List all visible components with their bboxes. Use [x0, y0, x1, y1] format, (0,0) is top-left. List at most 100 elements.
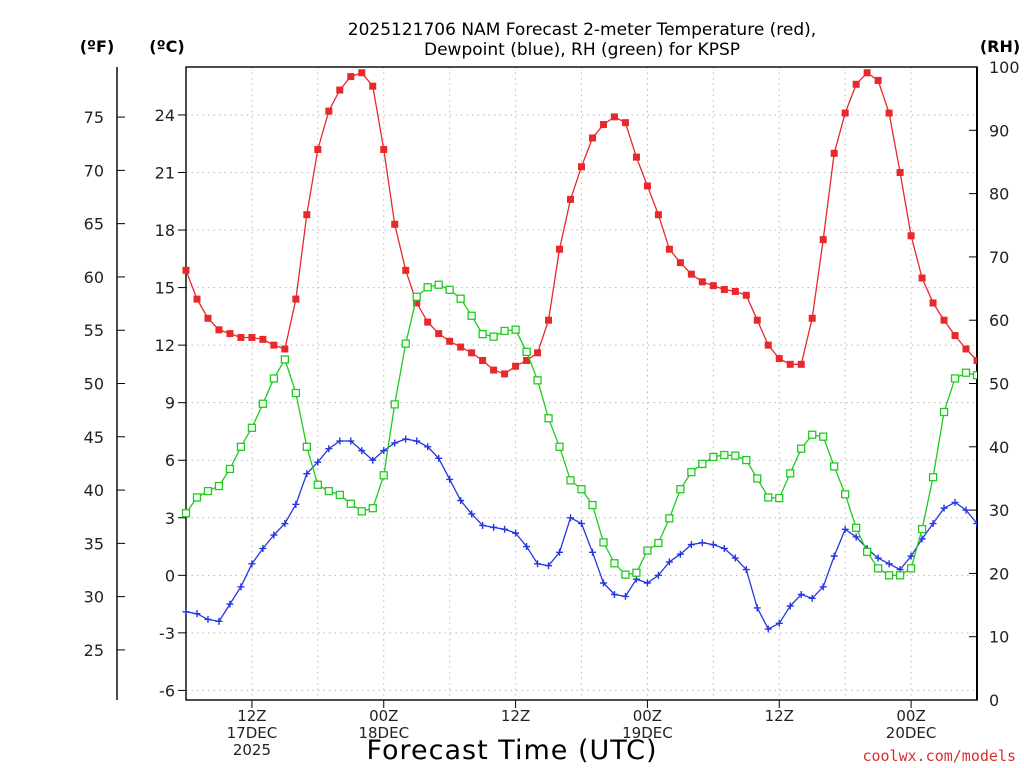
temperature-point [435, 330, 443, 338]
dewpoint-point [687, 541, 695, 549]
rh-point [862, 547, 872, 557]
dewpoint-point [852, 533, 860, 541]
celsius-tick-label: -3 [159, 624, 175, 643]
x-tick-label: 12Z [237, 707, 266, 725]
dewpoint-point [962, 506, 970, 514]
dewpoint-point [380, 447, 388, 455]
dewpoint-point [973, 520, 977, 528]
dewpoint-point [523, 543, 531, 551]
rh-point [423, 283, 432, 292]
temperature-point [687, 270, 695, 278]
rh-point [511, 325, 520, 334]
dewpoint-point [841, 525, 849, 533]
dewpoint-point [281, 520, 289, 528]
dewpoint-point [248, 560, 256, 568]
rh-point [555, 442, 564, 451]
fahrenheit-tick-label: 65 [84, 215, 104, 234]
x-tick-label: 19DEC [622, 724, 673, 742]
temperature-point [775, 355, 783, 363]
series [181, 69, 977, 633]
temperature-point [182, 266, 190, 274]
rh-point [808, 430, 817, 439]
temperature-point [786, 360, 794, 368]
celsius-tick-label: 21 [155, 164, 175, 183]
rh-point [500, 326, 509, 336]
temperature-point [215, 326, 223, 334]
dewpoint-point [226, 600, 234, 608]
dewpoint-point [797, 591, 805, 598]
rh-point [830, 462, 839, 471]
rh-point [302, 442, 311, 451]
rh-point [203, 486, 213, 496]
dewpoint-point [182, 608, 190, 616]
temperature-point [742, 291, 750, 299]
dewpoint-point [292, 500, 300, 508]
temperature-point [281, 345, 289, 353]
rh-point [928, 473, 938, 482]
credit-text: coolwx.com/models [862, 747, 1016, 765]
rh-point [181, 509, 191, 518]
temperature-point [709, 282, 717, 290]
dewpoint-point [599, 579, 607, 587]
dewpoint-point [819, 583, 827, 591]
dewpoint-point [578, 520, 585, 528]
rh-point [313, 480, 322, 489]
rh-point [599, 538, 608, 547]
temperature-point [698, 278, 706, 286]
rh-point [258, 399, 268, 408]
dewpoint-point [369, 456, 377, 464]
temperature-point [907, 232, 915, 240]
dewpoint-point [512, 529, 520, 537]
celsius-tick-label: 24 [155, 106, 175, 125]
dewpoint-point [567, 514, 575, 522]
rh-point [852, 523, 861, 532]
rh-point [335, 490, 344, 500]
temperature-series [182, 69, 977, 378]
rh-point [884, 571, 894, 580]
dewpoint-point [424, 443, 432, 451]
dewpoint-point [940, 504, 948, 512]
temperature-point [632, 153, 640, 161]
celsius-tick-label: 15 [155, 279, 175, 298]
rh-point [709, 452, 718, 462]
fahrenheit-unit-label: (ºF) [80, 37, 115, 56]
temperature-point [852, 80, 860, 88]
rh-point [764, 493, 773, 502]
rh-point [379, 471, 388, 480]
rh-point [368, 504, 377, 513]
rh-point [236, 442, 246, 451]
rh-point [434, 280, 443, 289]
rh-point [742, 455, 751, 465]
rh-tick-label: 90 [989, 121, 1009, 140]
temperature-point [808, 314, 816, 322]
rh-point [643, 546, 652, 555]
rh-point [610, 559, 619, 568]
temperature-point [731, 287, 739, 295]
dewpoint-point [468, 510, 476, 518]
rh-point [489, 332, 498, 341]
rh-point [390, 400, 399, 409]
rh-point [873, 564, 883, 573]
temperature-point [259, 335, 267, 343]
rh-point [972, 371, 977, 380]
temperature-point [599, 121, 607, 129]
rh-point [467, 311, 476, 320]
temperature-point [885, 109, 893, 117]
celsius-unit-label: (ºC) [149, 37, 184, 56]
rh-point [214, 481, 224, 491]
dewpoint-point [830, 552, 838, 560]
dewpoint-point [742, 566, 750, 574]
rh-tick-label: 30 [989, 501, 1009, 520]
dewpoint-point [534, 560, 542, 568]
temperature-point [863, 69, 871, 77]
rh-point [939, 407, 949, 417]
rh-point [906, 564, 916, 573]
rh-point [577, 485, 586, 494]
temperature-point [676, 259, 684, 267]
rh-tick-label: 40 [989, 438, 1009, 457]
rh-point [566, 476, 575, 485]
fahrenheit-tick-label: 40 [84, 481, 104, 500]
dewpoint-point [610, 591, 618, 598]
temperature-point [665, 245, 673, 253]
dewpoint-point [358, 447, 366, 455]
